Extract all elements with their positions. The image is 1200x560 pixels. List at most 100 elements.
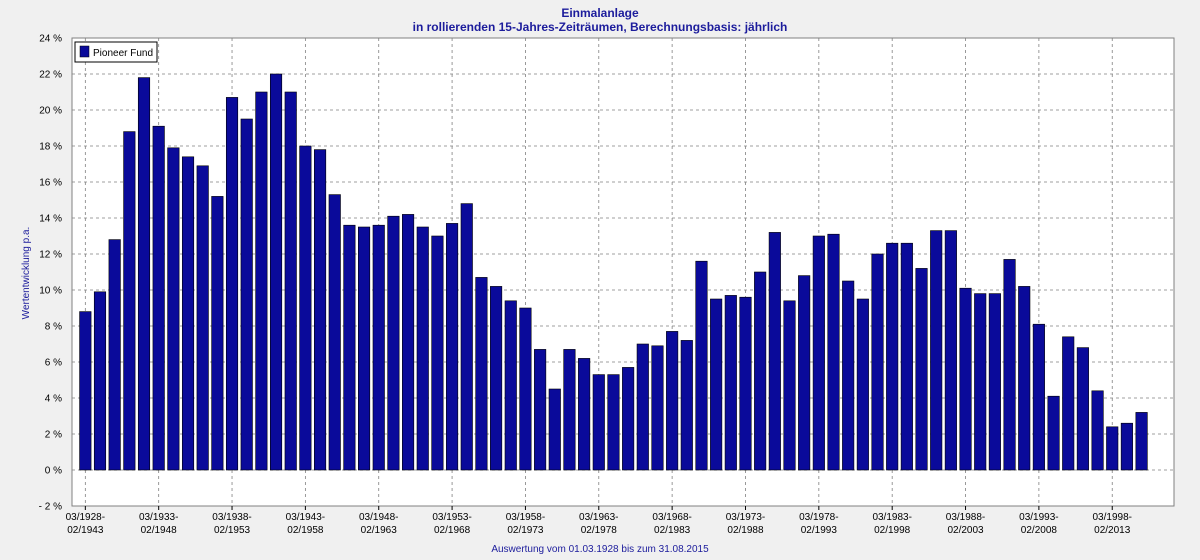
bar xyxy=(842,280,855,471)
bar xyxy=(944,230,957,471)
bar xyxy=(710,298,723,471)
x-tick-label: 02/2008 xyxy=(1021,525,1058,536)
bar xyxy=(372,224,385,471)
bar xyxy=(563,349,576,471)
bar xyxy=(1076,347,1089,471)
bar xyxy=(768,232,781,471)
x-tick-label: 03/1938- xyxy=(212,512,251,523)
y-tick-label: 0 % xyxy=(45,466,62,477)
bar xyxy=(284,91,297,471)
bar xyxy=(343,224,356,471)
x-tick-label: 03/1983- xyxy=(872,512,911,523)
bar xyxy=(1047,395,1060,471)
y-tick-label: 14 % xyxy=(39,214,62,225)
bar xyxy=(328,194,341,471)
chart-footer: Auswertung vom 01.03.1928 bis zum 31.08.… xyxy=(491,544,709,555)
x-tick-label: 02/1988 xyxy=(727,525,764,536)
x-tick-label: 03/1928- xyxy=(66,512,105,523)
bar xyxy=(1120,422,1133,471)
bar xyxy=(754,271,767,471)
bar xyxy=(930,230,943,471)
bar xyxy=(548,388,561,471)
x-tick-label: 02/1958 xyxy=(287,525,324,536)
bar xyxy=(695,260,708,471)
bar xyxy=(240,118,253,471)
legend: Pioneer Fund xyxy=(74,41,158,63)
bar xyxy=(211,196,224,471)
x-tick-label: 02/2003 xyxy=(947,525,984,536)
y-axis-ticks: - 2 % 0 % 2 % 4 % 6 % 8 % 10 % 12 % 14 % 16 % 18 %… xyxy=(39,34,62,513)
bar xyxy=(592,374,605,471)
bar xyxy=(504,300,517,471)
x-tick-label: 02/1978 xyxy=(581,525,618,536)
bar xyxy=(636,343,649,471)
bar xyxy=(607,374,620,471)
bar xyxy=(123,131,136,471)
x-tick-label: 02/1953 xyxy=(214,525,251,536)
x-tick-label: 03/1943- xyxy=(286,512,325,523)
bar xyxy=(827,233,840,471)
x-tick-label: 02/1948 xyxy=(141,525,178,536)
bar xyxy=(988,293,1001,471)
x-tick-label: 02/1998 xyxy=(874,525,911,536)
y-tick-label: 12 % xyxy=(39,250,62,261)
bar xyxy=(181,156,195,471)
bar xyxy=(1062,336,1075,471)
x-tick-label: 03/1958- xyxy=(506,512,545,523)
bar xyxy=(1032,323,1045,471)
chart-subtitle: in rollierenden 15-Jahres-Zeiträumen, Be… xyxy=(413,20,788,34)
legend-label: Pioneer Fund xyxy=(93,48,153,59)
y-tick-label: 22 % xyxy=(39,70,62,81)
x-axis-ticks: 03/1928- 02/1943 03/1933- 02/1948 03/1938- 02… xyxy=(66,506,1132,536)
y-tick-label: 10 % xyxy=(39,286,62,297)
y-tick-label: 16 % xyxy=(39,178,62,189)
x-tick-label: 03/1973- xyxy=(726,512,765,523)
bar xyxy=(959,287,972,471)
x-tick-label: 03/1963- xyxy=(579,512,618,523)
x-tick-label: 03/1978- xyxy=(799,512,838,523)
bar xyxy=(402,214,415,471)
bar xyxy=(1018,286,1031,471)
x-tick-label: 02/1993 xyxy=(801,525,838,536)
bar xyxy=(622,367,635,471)
bar xyxy=(519,307,532,471)
y-axis-label: Wertentwicklung p.a. xyxy=(21,227,32,320)
bar xyxy=(1003,259,1016,471)
bar xyxy=(900,242,913,471)
x-tick-label: 02/1943 xyxy=(67,525,104,536)
bar xyxy=(739,296,752,471)
bar xyxy=(460,203,473,471)
bar xyxy=(871,253,884,471)
bar xyxy=(812,235,825,471)
bar xyxy=(196,165,209,471)
x-tick-label: 03/1998- xyxy=(1092,512,1131,523)
bars xyxy=(79,73,1148,471)
bar xyxy=(358,226,371,471)
bar xyxy=(856,298,869,471)
x-tick-label: 02/1983 xyxy=(654,525,691,536)
y-tick-label: 8 % xyxy=(45,322,62,333)
bar xyxy=(387,215,400,471)
bar xyxy=(152,125,165,471)
bar xyxy=(798,275,811,471)
bar xyxy=(578,358,591,471)
bar xyxy=(167,147,180,471)
x-tick-label: 03/1948- xyxy=(359,512,398,523)
bar xyxy=(680,340,693,471)
x-tick-label: 02/1963 xyxy=(361,525,398,536)
bar xyxy=(1135,412,1148,471)
bar xyxy=(886,242,899,471)
y-tick-label: 4 % xyxy=(45,394,62,405)
bar xyxy=(724,295,737,471)
bar xyxy=(431,235,444,471)
x-tick-label: 03/1993- xyxy=(1019,512,1058,523)
bar xyxy=(1106,426,1119,471)
bar xyxy=(299,145,312,471)
legend-swatch xyxy=(79,45,90,58)
bar xyxy=(446,223,459,471)
bar xyxy=(269,73,283,471)
bar xyxy=(416,226,429,471)
bar xyxy=(93,291,107,471)
x-tick-label: 02/1973 xyxy=(507,525,544,536)
